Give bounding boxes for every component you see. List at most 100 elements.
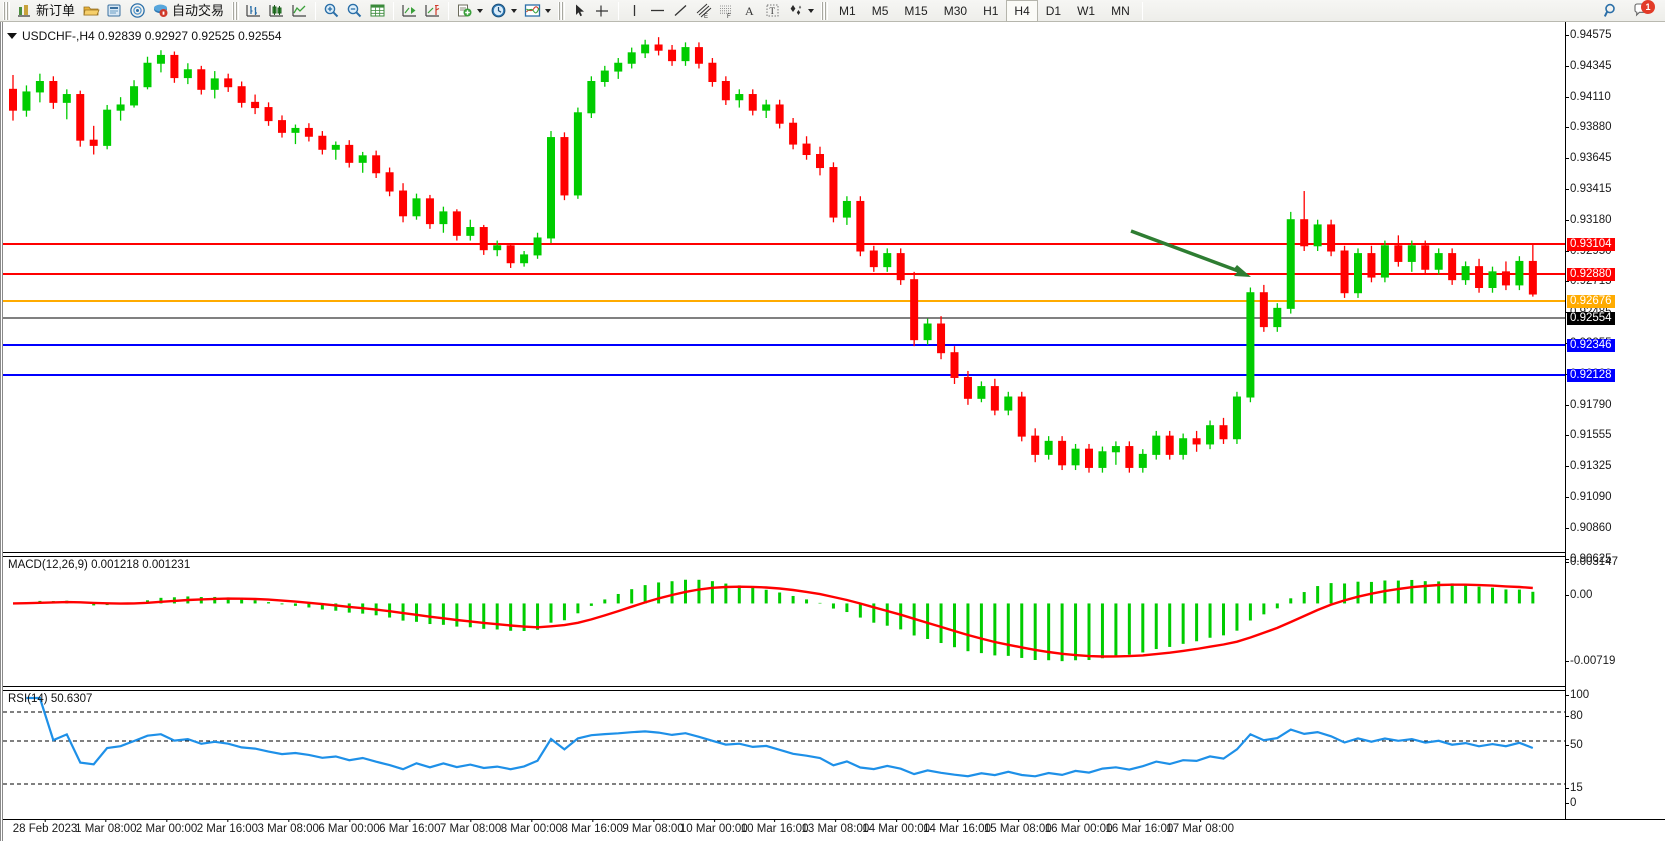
zoom-in-button[interactable]: [320, 1, 343, 21]
shapes-button[interactable]: [784, 1, 807, 21]
candle-body: [22, 91, 31, 111]
zoom-in-icon: [324, 3, 339, 18]
price-level-badge[interactable]: 0.92880: [1567, 268, 1615, 281]
time-tick: 2 Mar 00:00: [135, 819, 198, 835]
timeframe-m5[interactable]: M5: [871, 3, 889, 18]
candle-body: [399, 190, 408, 217]
line-chart-button[interactable]: [288, 1, 311, 21]
templates-button[interactable]: [521, 1, 544, 21]
text-label-button[interactable]: T: [761, 1, 784, 21]
time-tick: 16 Mar 00:00: [1044, 819, 1113, 835]
symbol-chevron-down-icon[interactable]: [7, 33, 17, 39]
candle-body: [49, 81, 58, 103]
vertical-line-button[interactable]: [623, 1, 646, 21]
chart-shift-button[interactable]: [421, 1, 444, 21]
indicators-chevron-down-icon[interactable]: [477, 8, 484, 13]
bar-chart-button[interactable]: [242, 1, 265, 21]
candle-body: [1125, 446, 1134, 468]
timeframe-mn[interactable]: MN: [1111, 3, 1130, 18]
search-button[interactable]: [1600, 1, 1623, 21]
shapes-icon: [790, 5, 802, 15]
candle-body: [304, 127, 313, 137]
toolbar-grip[interactable]: [3, 1, 10, 20]
time-tick: 8 Mar 16:00: [561, 819, 623, 835]
candle-body: [493, 245, 502, 251]
price-level-badge[interactable]: 0.92128: [1567, 369, 1615, 382]
symbol-header: USDCHF-,H4 0.92839 0.92927 0.92525 0.925…: [7, 29, 282, 43]
candle-body: [1085, 448, 1093, 468]
price-tick: 0.91790: [1566, 398, 1612, 411]
bar-chart-icon: [246, 5, 261, 17]
zoom-out-button[interactable]: [343, 1, 366, 21]
equidistant-channel-icon: E: [696, 3, 712, 19]
candlestick-chart-button[interactable]: [265, 1, 288, 21]
timeframe-w1[interactable]: W1: [1077, 3, 1096, 18]
toolbar-grip-2[interactable]: [232, 1, 240, 20]
candle-body: [802, 143, 811, 156]
rsi-tick: 50: [1566, 739, 1583, 751]
candle-body: [1246, 292, 1255, 398]
candle-body: [291, 127, 300, 133]
trendline-button[interactable]: [669, 1, 692, 21]
svg-text:T: T: [770, 6, 776, 16]
indicators-add-button[interactable]: [453, 1, 476, 21]
price-axis[interactable]: 0.94575 0.94345 0.94110 0.93880 0.93645 0.934…: [1565, 22, 1665, 819]
news-button[interactable]: [103, 1, 126, 21]
timeframe-h1[interactable]: H1: [983, 3, 999, 18]
signals-button[interactable]: [126, 1, 149, 21]
candle-body: [76, 94, 85, 141]
autotrade-icon: [154, 4, 168, 17]
time-tick: 3 Mar 08:00: [257, 819, 319, 835]
price-level-badge[interactable]: 0.92346: [1567, 339, 1615, 352]
equidistant-channel-button[interactable]: E: [692, 1, 715, 21]
fibonacci-button[interactable]: F: [715, 1, 738, 21]
macd-pane[interactable]: MACD(12,26,9) 0.001218 0.001231: [3, 556, 1568, 687]
macd-label: MACD(12,26,9) 0.001218 0.001231: [8, 559, 191, 571]
timeframe-m1[interactable]: M1: [839, 3, 856, 18]
zoom-out-icon: [347, 3, 362, 18]
new-order-button[interactable]: 新订单: [13, 1, 80, 21]
candle-body: [910, 279, 919, 341]
toolbar-grip-4[interactable]: [821, 1, 829, 20]
time-tick: 13 Mar 08:00: [801, 819, 870, 835]
price-tick: 0.93180: [1566, 213, 1612, 226]
cursor-button[interactable]: [568, 1, 591, 21]
candle-body: [1286, 219, 1295, 309]
candle-body: [963, 376, 972, 399]
toolbar-right-group: 1: [1600, 0, 1665, 21]
period-chevron-down-icon[interactable]: [511, 8, 518, 13]
time-axis[interactable]: 28 Feb 2023 1 Mar 08:00 2 Mar 00:00 2 Mar 1…: [3, 819, 1665, 841]
price-level-badge[interactable]: 0.93104: [1567, 238, 1615, 251]
level-lines: [3, 243, 1568, 376]
autotrade-button[interactable]: 自动交易: [149, 1, 229, 21]
shapes-chevron-down-icon[interactable]: [808, 8, 815, 13]
templates-chevron-down-icon[interactable]: [545, 8, 552, 13]
candle-body: [479, 227, 488, 251]
folder-button[interactable]: [80, 1, 103, 21]
candle-body: [412, 198, 421, 217]
toolbar-separator-4: [618, 1, 620, 20]
candle-body: [614, 62, 623, 72]
time-tick: 7 Mar 08:00: [439, 819, 502, 835]
rsi-guide-lines: [3, 711, 1568, 785]
period-button[interactable]: [487, 1, 510, 21]
timeframe-h4[interactable]: H4: [1006, 0, 1038, 22]
autoscroll-button[interactable]: [398, 1, 421, 21]
timeframe-m30[interactable]: M30: [943, 3, 968, 18]
timeframe-d1[interactable]: D1: [1045, 3, 1062, 18]
price-pane[interactable]: USDCHF-,H4 0.92839 0.92927 0.92525 0.925…: [3, 22, 1568, 553]
text-button[interactable]: A: [738, 1, 761, 21]
price-level-badge[interactable]: 0.92554: [1567, 312, 1615, 325]
horizontal-line-button[interactable]: [646, 1, 669, 21]
toolbar-grip-3[interactable]: [558, 1, 566, 20]
rsi-pane[interactable]: RSI(14) 50.6307: [3, 690, 1568, 819]
candle-body: [937, 323, 946, 354]
price-tick: 0.90860: [1566, 521, 1612, 534]
timeframe-m15[interactable]: M15: [904, 3, 928, 18]
notifications-button[interactable]: 1: [1633, 0, 1655, 20]
price-level-badge[interactable]: 0.92676: [1567, 295, 1615, 308]
candle-body: [1488, 271, 1497, 289]
crosshair-button[interactable]: [591, 1, 614, 21]
candle-body: [1031, 435, 1040, 455]
grid-button[interactable]: [366, 1, 389, 21]
